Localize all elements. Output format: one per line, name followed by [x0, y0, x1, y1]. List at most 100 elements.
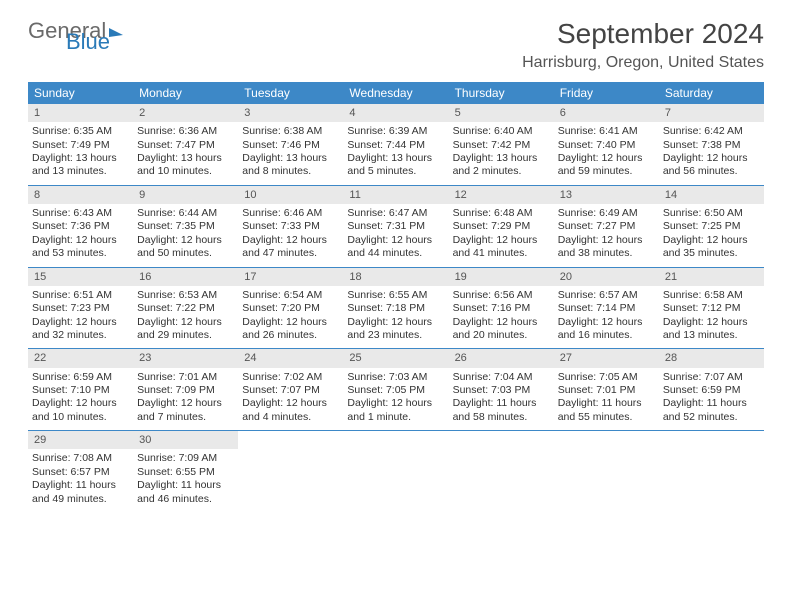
sunrise-line: Sunrise: 7:03 AM [347, 371, 444, 384]
sunrise-line: Sunrise: 6:59 AM [32, 371, 129, 384]
day-number: 18 [343, 268, 448, 286]
day-number: 15 [28, 268, 133, 286]
day-cell: 2Sunrise: 6:36 AMSunset: 7:47 PMDaylight… [133, 104, 238, 185]
day-number: 26 [449, 349, 554, 367]
sunset-line: Sunset: 7:07 PM [242, 384, 339, 397]
sunset-line: Sunset: 7:20 PM [242, 302, 339, 315]
daylight-line: Daylight: 11 hours and 58 minutes. [453, 397, 550, 424]
sunset-line: Sunset: 7:12 PM [663, 302, 760, 315]
day-cell: 19Sunrise: 6:56 AMSunset: 7:16 PMDayligh… [449, 268, 554, 349]
sunrise-line: Sunrise: 6:39 AM [347, 125, 444, 138]
day-cell: 25 Sunrise: 7:03 AMSunset: 7:05 PMDayligh… [343, 349, 448, 430]
sunset-line: Sunset: 7:42 PM [453, 139, 550, 152]
weekday-header: Monday [133, 82, 238, 104]
sunset-line: Sunset: 7:35 PM [137, 220, 234, 233]
day-number: 10 [238, 186, 343, 204]
week-row: 29Sunrise: 7:08 AMSunset: 6:57 PMDayligh… [28, 430, 764, 512]
day-cell: 14Sunrise: 6:50 AMSunset: 7:25 PMDayligh… [659, 186, 764, 267]
sunrise-line: Sunrise: 7:05 AM [558, 371, 655, 384]
sunset-line: Sunset: 6:57 PM [32, 466, 129, 479]
daylight-line: Daylight: 12 hours and 1 minute. [347, 397, 444, 424]
day-number: 6 [554, 104, 659, 122]
location: Harrisburg, Oregon, United States [522, 54, 764, 72]
daylight-line: Daylight: 12 hours and 32 minutes. [32, 316, 129, 343]
sunrise-line: Sunrise: 6:46 AM [242, 207, 339, 220]
weekday-header: Saturday [659, 82, 764, 104]
day-number: 8 [28, 186, 133, 204]
week-row: 15Sunrise: 6:51 AMSunset: 7:23 PMDayligh… [28, 267, 764, 349]
daylight-line: Daylight: 12 hours and 50 minutes. [137, 234, 234, 261]
day-number: 12 [449, 186, 554, 204]
day-cell: 1Sunrise: 6:35 AMSunset: 7:49 PMDaylight… [28, 104, 133, 185]
day-number: 22 [28, 349, 133, 367]
sunset-line: Sunset: 7:14 PM [558, 302, 655, 315]
daylight-line: Daylight: 12 hours and 16 minutes. [558, 316, 655, 343]
week-row: 22Sunrise: 6:59 AMSunset: 7:10 PMDayligh… [28, 348, 764, 430]
daylight-line: Daylight: 12 hours and 10 minutes. [32, 397, 129, 424]
daylight-line: Daylight: 12 hours and 38 minutes. [558, 234, 655, 261]
sunrise-line: Sunrise: 7:09 AM [137, 452, 234, 465]
sunset-line: Sunset: 7:40 PM [558, 139, 655, 152]
sunset-line: Sunset: 7:10 PM [32, 384, 129, 397]
sunset-line: Sunset: 7:01 PM [558, 384, 655, 397]
day-number: 5 [449, 104, 554, 122]
daylight-line: Daylight: 12 hours and 4 minutes. [242, 397, 339, 424]
week-row: 8Sunrise: 6:43 AMSunset: 7:36 PMDaylight… [28, 185, 764, 267]
day-cell: 11Sunrise: 6:47 AMSunset: 7:31 PMDayligh… [343, 186, 448, 267]
day-number: 7 [659, 104, 764, 122]
day-cell: 30Sunrise: 7:09 AMSunset: 6:55 PMDayligh… [133, 431, 238, 512]
sunset-line: Sunset: 7:22 PM [137, 302, 234, 315]
day-cell: 9Sunrise: 6:44 AMSunset: 7:35 PMDaylight… [133, 186, 238, 267]
month-title: September 2024 [522, 18, 764, 50]
sunrise-line: Sunrise: 6:49 AM [558, 207, 655, 220]
day-number: 27 [554, 349, 659, 367]
sunrise-line: Sunrise: 6:35 AM [32, 125, 129, 138]
sunset-line: Sunset: 7:49 PM [32, 139, 129, 152]
day-cell: 4Sunrise: 6:39 AMSunset: 7:44 PMDaylight… [343, 104, 448, 185]
daylight-line: Daylight: 13 hours and 13 minutes. [32, 152, 129, 179]
day-cell: 5Sunrise: 6:40 AMSunset: 7:42 PMDaylight… [449, 104, 554, 185]
day-cell: 15Sunrise: 6:51 AMSunset: 7:23 PMDayligh… [28, 268, 133, 349]
weekday-header: Tuesday [238, 82, 343, 104]
daylight-line: Daylight: 13 hours and 5 minutes. [347, 152, 444, 179]
day-number: 11 [343, 186, 448, 204]
day-number: 25 [343, 349, 448, 367]
day-number: 3 [238, 104, 343, 122]
day-cell: 26 Sunrise: 7:04 AMSunset: 7:03 PMDayligh… [449, 349, 554, 430]
sunrise-line: Sunrise: 7:08 AM [32, 452, 129, 465]
day-cell: 24Sunrise: 7:02 AMSunset: 7:07 PMDayligh… [238, 349, 343, 430]
day-cell: 22 Sunrise: 6:59 AMSunset: 7:10 PMDayligh… [28, 349, 133, 430]
daylight-line: Daylight: 11 hours and 49 minutes. [32, 479, 129, 506]
sunrise-line: Sunrise: 6:58 AM [663, 289, 760, 302]
weekday-header: Sunday [28, 82, 133, 104]
daylight-line: Daylight: 12 hours and 20 minutes. [453, 316, 550, 343]
day-cell: 18Sunrise: 6:55 AMSunset: 7:18 PMDayligh… [343, 268, 448, 349]
calendar: Sunday Monday Tuesday Wednesday Thursday… [28, 82, 764, 512]
daylight-line: Daylight: 12 hours and 59 minutes. [558, 152, 655, 179]
sunrise-line: Sunrise: 7:07 AM [663, 371, 760, 384]
day-number: 16 [133, 268, 238, 286]
daylight-line: Daylight: 12 hours and 53 minutes. [32, 234, 129, 261]
sunrise-line: Sunrise: 6:38 AM [242, 125, 339, 138]
weekday-header: Wednesday [343, 82, 448, 104]
sunset-line: Sunset: 7:25 PM [663, 220, 760, 233]
daylight-line: Daylight: 12 hours and 29 minutes. [137, 316, 234, 343]
sunset-line: Sunset: 7:09 PM [137, 384, 234, 397]
sunrise-line: Sunrise: 6:41 AM [558, 125, 655, 138]
day-number: 30 [133, 431, 238, 449]
sunrise-line: Sunrise: 7:01 AM [137, 371, 234, 384]
sunset-line: Sunset: 7:29 PM [453, 220, 550, 233]
sunrise-line: Sunrise: 6:36 AM [137, 125, 234, 138]
daylight-line: Daylight: 13 hours and 2 minutes. [453, 152, 550, 179]
sunset-line: Sunset: 7:03 PM [453, 384, 550, 397]
sunrise-line: Sunrise: 7:04 AM [453, 371, 550, 384]
daylight-line: Daylight: 12 hours and 35 minutes. [663, 234, 760, 261]
day-cell: 21Sunrise: 6:58 AMSunset: 7:12 PMDayligh… [659, 268, 764, 349]
weekday-header: Friday [554, 82, 659, 104]
sunset-line: Sunset: 7:05 PM [347, 384, 444, 397]
sunrise-line: Sunrise: 7:02 AM [242, 371, 339, 384]
day-number: 19 [449, 268, 554, 286]
daylight-line: Daylight: 11 hours and 52 minutes. [663, 397, 760, 424]
weekday-header: Thursday [449, 82, 554, 104]
sunset-line: Sunset: 7:23 PM [32, 302, 129, 315]
